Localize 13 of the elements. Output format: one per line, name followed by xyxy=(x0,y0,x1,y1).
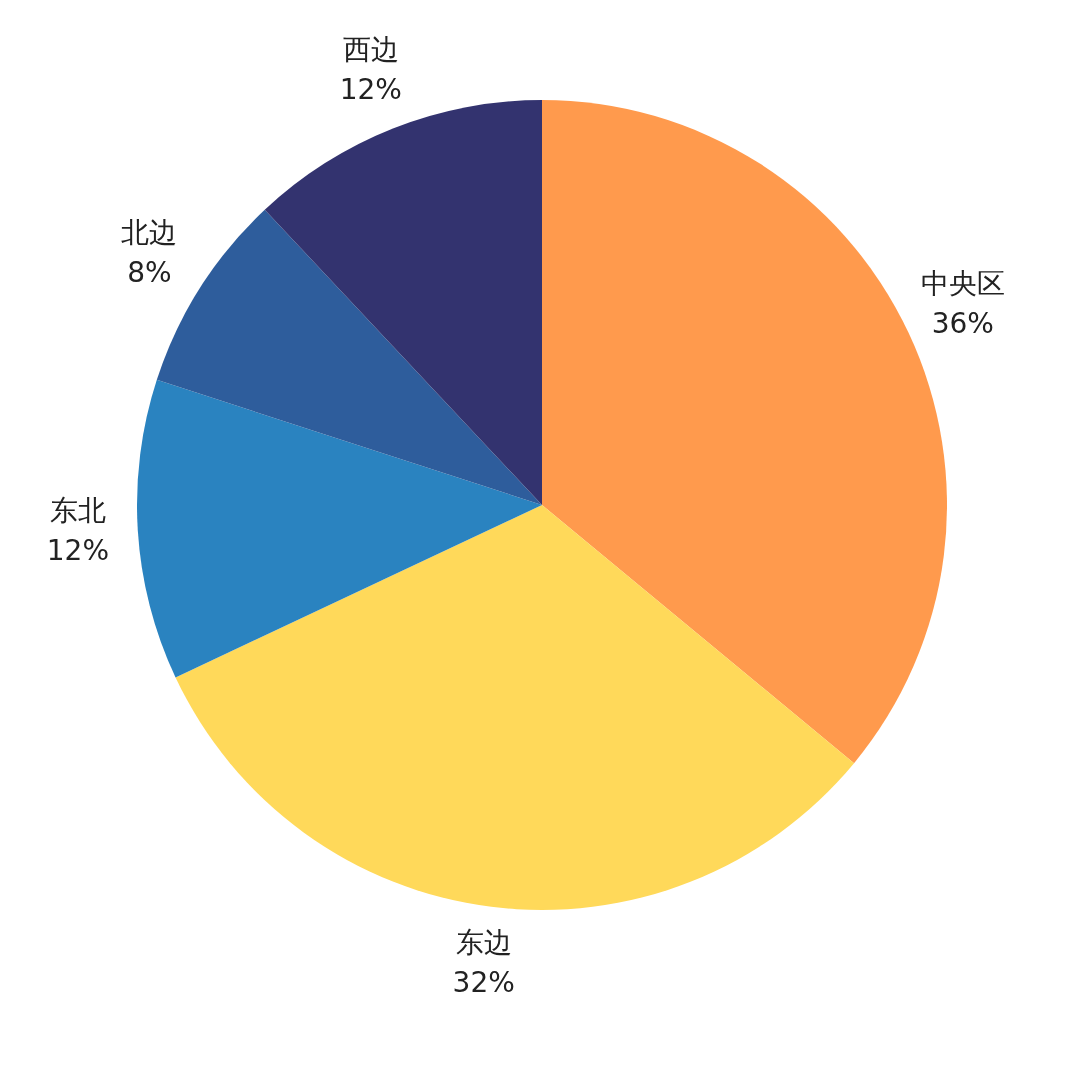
slice-label: 北边 xyxy=(121,215,178,249)
data-label: 36% xyxy=(931,307,994,341)
pie-slice xyxy=(264,100,542,505)
data-label: 32% xyxy=(452,966,515,1000)
data-label: 12% xyxy=(46,534,110,568)
data-label: 12% xyxy=(339,72,402,106)
pie-slice xyxy=(175,505,855,910)
slice-label: 中央区 xyxy=(920,267,1005,301)
data-label: 8% xyxy=(127,255,172,289)
slice-label: 东边 xyxy=(455,926,512,960)
slice-label: 西边 xyxy=(342,32,399,66)
slice-label: 东北 xyxy=(49,494,106,528)
pie-slice xyxy=(137,379,542,678)
